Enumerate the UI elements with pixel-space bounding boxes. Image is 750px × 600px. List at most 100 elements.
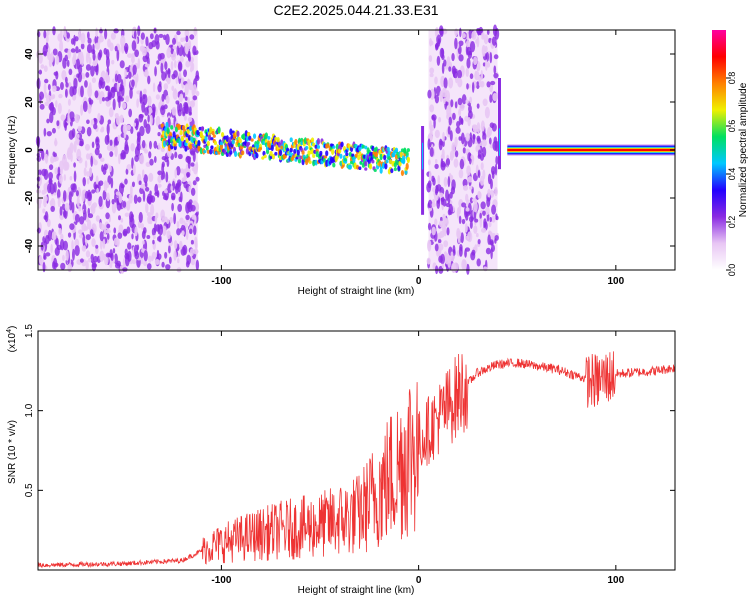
noise-speck bbox=[58, 174, 63, 184]
trace-blob bbox=[204, 135, 208, 142]
noise-speck bbox=[105, 229, 111, 234]
trace-blob bbox=[354, 144, 358, 149]
noise-speck bbox=[122, 123, 128, 135]
noise-speck bbox=[442, 213, 446, 221]
noise-speck bbox=[482, 146, 487, 158]
noise-speck bbox=[157, 223, 160, 235]
noise-speck bbox=[87, 104, 92, 114]
noise-speck bbox=[57, 197, 61, 208]
noise-speck bbox=[46, 51, 50, 57]
noise-speck bbox=[143, 260, 148, 267]
noise-speck bbox=[158, 33, 164, 38]
x-tick-label: -100 bbox=[211, 276, 231, 287]
noise-speck bbox=[146, 263, 152, 270]
trace-blob bbox=[314, 159, 318, 166]
trace-blob bbox=[179, 130, 183, 136]
noise-speck bbox=[436, 184, 442, 192]
noise-speck bbox=[43, 30, 47, 39]
noise-speck bbox=[186, 254, 191, 266]
snr-x-ticks: -100 0 100 bbox=[211, 331, 625, 586]
noise-speck bbox=[430, 124, 435, 131]
y-tick-label: 1.0 bbox=[24, 403, 35, 417]
noise-speck bbox=[108, 92, 113, 98]
trace-blob bbox=[389, 159, 393, 165]
noise-speck bbox=[91, 263, 98, 268]
noise-speck bbox=[476, 36, 480, 48]
noise-speck bbox=[102, 238, 106, 250]
noise-speck bbox=[184, 102, 189, 114]
noise-speck bbox=[98, 195, 103, 207]
trace-blob bbox=[247, 141, 251, 146]
noise-speck bbox=[491, 217, 496, 223]
noise-speck bbox=[109, 261, 113, 269]
trace-blob bbox=[308, 160, 312, 165]
colorbar-label: Normalized spectral amplitude bbox=[738, 82, 749, 217]
trace-blob bbox=[351, 153, 355, 157]
noise-speck bbox=[188, 220, 194, 225]
noise-speck bbox=[490, 178, 493, 190]
trace-blob bbox=[331, 148, 335, 155]
trace-blob bbox=[299, 155, 303, 160]
noise-speck bbox=[141, 47, 147, 57]
noise-speck bbox=[153, 140, 158, 149]
noise-speck bbox=[459, 158, 465, 170]
noise-speck bbox=[184, 29, 190, 38]
noise-speck bbox=[69, 223, 75, 230]
trace-blob bbox=[354, 153, 358, 158]
noise-speck bbox=[78, 28, 82, 34]
noise-speck bbox=[137, 25, 141, 37]
noise-speck bbox=[487, 188, 491, 198]
noise-speck bbox=[458, 54, 464, 62]
noise-speck bbox=[190, 150, 196, 156]
noise-speck bbox=[458, 40, 464, 47]
noise-speck bbox=[441, 263, 445, 269]
trace-blob bbox=[271, 153, 276, 160]
noise-speck bbox=[168, 256, 172, 264]
noise-speck bbox=[486, 197, 491, 208]
noise-speck bbox=[170, 192, 176, 200]
noise-speck bbox=[46, 29, 50, 36]
noise-speck bbox=[119, 114, 124, 124]
noise-speck bbox=[59, 239, 65, 251]
noise-speck bbox=[478, 81, 483, 87]
noise-speck bbox=[483, 34, 489, 45]
noise-speck bbox=[49, 111, 54, 124]
noise-speck bbox=[120, 184, 125, 189]
noise-speck bbox=[137, 196, 142, 203]
trace-blob bbox=[198, 126, 202, 131]
trace-blob bbox=[211, 130, 215, 136]
noise-speck bbox=[460, 118, 464, 126]
noise-speck bbox=[44, 78, 49, 84]
trace-blob bbox=[316, 137, 321, 146]
noise-speck bbox=[470, 154, 474, 160]
noise-speck bbox=[53, 182, 57, 193]
noise-speck bbox=[128, 108, 133, 118]
trace-blob bbox=[197, 140, 201, 147]
noise-speck bbox=[52, 26, 56, 36]
noise-speck bbox=[152, 239, 155, 245]
noise-speck bbox=[60, 82, 64, 90]
noise-speck bbox=[64, 76, 68, 84]
noise-speck bbox=[165, 95, 170, 104]
noise-speck bbox=[160, 62, 164, 74]
noise-speck bbox=[438, 232, 443, 239]
noise-speck bbox=[156, 60, 160, 65]
noise-speck bbox=[443, 77, 448, 89]
noise-speck bbox=[176, 30, 181, 36]
noise-speck bbox=[477, 238, 481, 245]
noise-speck bbox=[181, 77, 185, 89]
noise-speck bbox=[91, 141, 95, 149]
noise-speck bbox=[161, 161, 165, 168]
trace-blob bbox=[212, 134, 216, 138]
noise-speck bbox=[152, 234, 156, 240]
x-tick-label: -100 bbox=[211, 575, 231, 586]
noise-speck bbox=[48, 171, 54, 180]
noise-speck bbox=[171, 202, 174, 212]
trace-blob bbox=[274, 151, 278, 156]
noise-speck bbox=[443, 240, 449, 248]
noise-speck bbox=[475, 81, 480, 90]
noise-speck bbox=[475, 232, 479, 238]
noise-speck bbox=[189, 66, 193, 73]
colorbar-ticks: 0.0 0.2 0.4 0.6 0.8 bbox=[726, 72, 737, 276]
noise-speck bbox=[76, 133, 80, 139]
